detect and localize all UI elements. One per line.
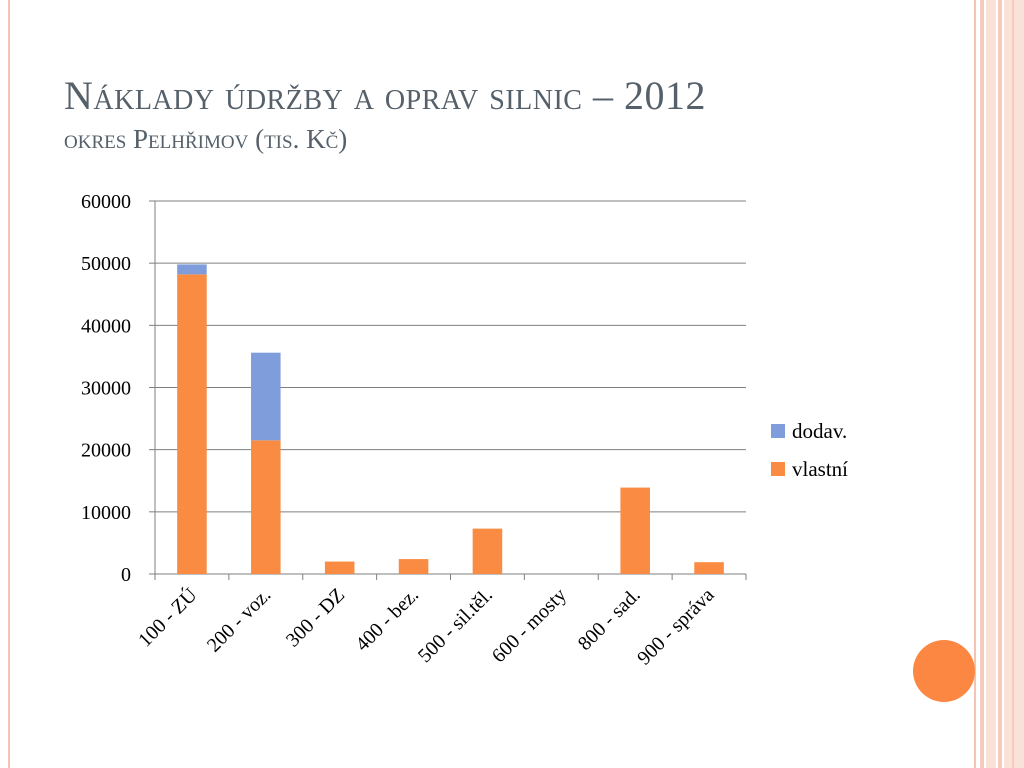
y-tick-label: 60000 xyxy=(81,191,131,213)
y-tick-label: 40000 xyxy=(81,315,131,337)
y-tick-label: 0 xyxy=(121,564,131,586)
y-tick-label: 50000 xyxy=(81,253,131,275)
slide-subtitle: okres Pelhřimov (tis. Kč) xyxy=(64,124,348,154)
bar-vlastni xyxy=(620,487,650,574)
x-tick-label: 800 - sad. xyxy=(574,584,645,655)
bar-vlastni xyxy=(177,274,207,574)
legend-swatch xyxy=(771,424,785,438)
x-tick-label: 300 - DZ xyxy=(282,584,349,651)
slide-title: Náklady údržby a oprav silnic – 2012 xyxy=(64,73,706,118)
bar-vlastni xyxy=(398,559,429,574)
x-tick-label: 200 - voz. xyxy=(203,584,276,657)
decor-stripe xyxy=(986,0,996,768)
bar-dodav xyxy=(251,352,281,441)
legend-label: vlastní xyxy=(792,457,848,481)
x-tick-label: 500 - sil.těl. xyxy=(414,584,497,667)
x-tick-label: 600 - mosty xyxy=(488,584,571,667)
x-tick-label: 900 - správa xyxy=(633,584,719,670)
bar-vlastni xyxy=(472,528,503,574)
legend-label: dodav. xyxy=(792,419,847,443)
bar-vlastni xyxy=(324,561,355,574)
decor-stripe xyxy=(1012,0,1014,768)
slide-frame xyxy=(8,0,976,768)
y-tick-label: 20000 xyxy=(81,440,131,462)
y-tick-label: 30000 xyxy=(81,378,131,400)
bar-vlastni xyxy=(694,562,724,574)
bar-dodav xyxy=(177,264,207,275)
y-tick-label: 10000 xyxy=(81,502,131,524)
x-tick-label: 400 - bez. xyxy=(351,584,423,656)
bar-vlastni xyxy=(251,440,281,574)
decor-stripe xyxy=(980,0,984,768)
decor-circle xyxy=(913,640,975,702)
x-tick-label: 100 - ZÚ xyxy=(133,582,202,651)
legend-swatch xyxy=(771,462,785,476)
decor-stripe xyxy=(998,0,1002,768)
decor-stripe xyxy=(1004,0,1024,768)
